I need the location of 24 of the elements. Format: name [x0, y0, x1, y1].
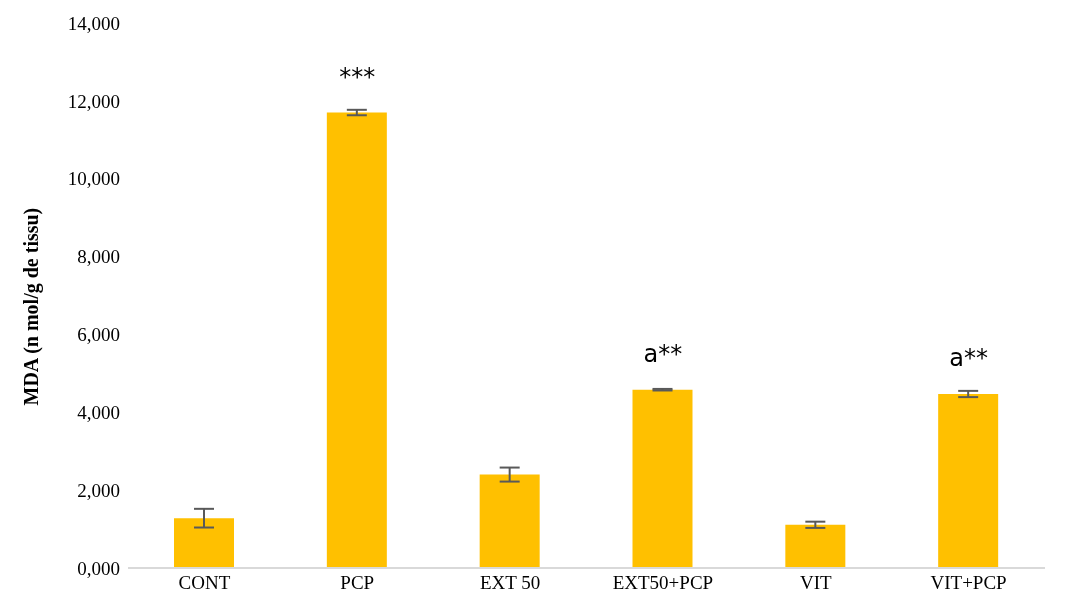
y-tick-label: 2,000: [77, 479, 120, 501]
bar: [632, 389, 693, 568]
x-tick-label: EXT 50: [479, 572, 541, 594]
y-axis-title: MDA (n mol/g de tissu): [20, 207, 44, 406]
bar: [479, 474, 540, 568]
y-tick-label: 10,000: [67, 168, 120, 190]
y-tick-label: 8,000: [77, 246, 120, 268]
bar: [785, 524, 846, 568]
x-tick-label: EXT50+PCP: [612, 572, 714, 594]
x-tick-label: PCP: [340, 572, 375, 594]
annotation: a**: [949, 343, 988, 372]
y-tick-label: 4,000: [77, 402, 120, 424]
y-tick-label: 6,000: [77, 324, 120, 346]
x-tick-label: VIT: [799, 572, 832, 594]
bar: [938, 393, 999, 568]
y-tick-label: 12,000: [67, 90, 120, 112]
x-tick-label: VIT+PCP: [930, 572, 1007, 594]
bar: [174, 518, 234, 568]
bar: [326, 112, 387, 568]
x-tick-label: CONT: [178, 572, 231, 594]
y-tick-label: 14,000: [67, 12, 120, 34]
annotation: a**: [643, 339, 683, 368]
annotation: ***: [339, 62, 376, 91]
y-tick-label: 0,000: [77, 557, 120, 579]
